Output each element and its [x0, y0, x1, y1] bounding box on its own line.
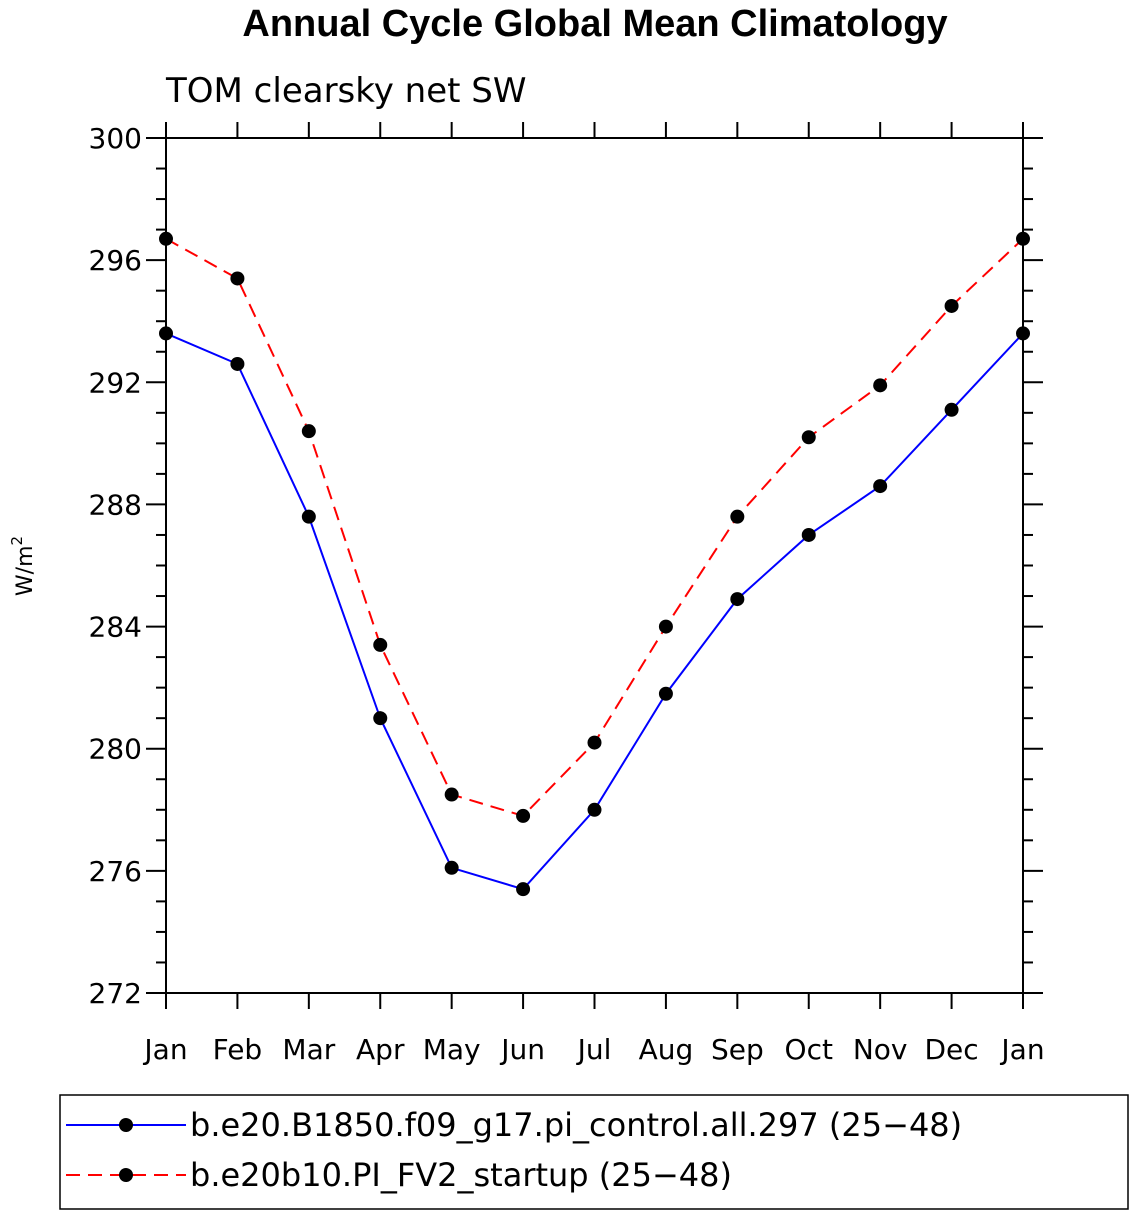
plot-frame: [165, 137, 1024, 994]
y-tick-label: 288: [89, 488, 142, 521]
series-2-point: [301, 424, 316, 439]
series-1-point: [658, 686, 673, 701]
y-axis-label: W/m2: [8, 536, 38, 596]
y-tick-label: 280: [89, 733, 142, 766]
legend-marker-1: [119, 1118, 133, 1132]
plot-area: 272 276 280 284 288 292 296 300 Jan Feb Mar Apr May J…: [89, 122, 1045, 1066]
chart-subtitle: TOM clearsky net SW: [165, 71, 526, 111]
x-tick-label-mar: Mar: [282, 1033, 335, 1066]
legend: b.e20.B1850.f09_g17.pi_control.all.297 (…: [59, 1094, 1129, 1210]
series-2-point: [516, 808, 531, 823]
y-tick-label: 284: [89, 611, 142, 644]
x-tick-label-sep: Sep: [711, 1033, 764, 1066]
x-tick-label-jul: Jul: [576, 1033, 612, 1066]
y-axis-label-superscript: 2: [8, 536, 26, 546]
series-2-point: [159, 231, 173, 246]
y-tick-label: 292: [89, 366, 142, 399]
legend-box: [59, 1094, 1129, 1210]
svg-text:W/m2: W/m2: [8, 536, 38, 596]
y-tick-label: 276: [89, 855, 142, 888]
x-tick-label-may: May: [423, 1033, 481, 1066]
series-2-point: [373, 637, 388, 652]
chart-title: Annual Cycle Global Mean Climatology: [242, 3, 947, 45]
series-2-point: [873, 378, 888, 393]
series-1-point: [1016, 326, 1030, 341]
x-tick-label-feb: Feb: [213, 1033, 263, 1066]
series-1-point: [730, 592, 745, 607]
x-tick-label-apr: Apr: [356, 1033, 405, 1066]
y-tick-label: 300: [89, 122, 142, 155]
series-1-point: [944, 402, 959, 417]
series-2-point: [944, 298, 959, 313]
x-tick-label-dec: Dec: [924, 1033, 978, 1066]
x-tick-label-oct: Oct: [785, 1033, 833, 1066]
series-1-point: [801, 527, 816, 542]
series-1-point: [516, 882, 531, 897]
series-2-point: [730, 509, 745, 524]
y-tick-label: 272: [89, 977, 142, 1010]
series-2-point: [444, 787, 459, 802]
series-2-point: [230, 271, 245, 286]
series-2-point: [1016, 231, 1030, 246]
x-tick-label-jan: Jan: [999, 1033, 1044, 1066]
x-tick-label-jun: Jun: [499, 1033, 545, 1066]
series-2-point: [587, 735, 602, 750]
y-axis-label-text: W/m: [13, 545, 38, 596]
series-1-point: [873, 479, 888, 494]
legend-marker-2: [119, 1168, 133, 1182]
series-1-point: [373, 711, 388, 726]
legend-label-1: b.e20.B1850.f09_g17.pi_control.all.297 (…: [190, 1106, 962, 1144]
series-1-point: [301, 509, 316, 524]
series-line-2: [165, 237, 1024, 818]
series-2-point: [801, 430, 816, 445]
series-1-point: [587, 802, 602, 817]
x-tick-label-nov: Nov: [853, 1033, 908, 1066]
series-1-point: [230, 356, 245, 371]
legend-label-2: b.e20b10.PI_FV2_startup (25−48): [190, 1156, 732, 1194]
series-1-point: [444, 860, 459, 875]
y-tick-label: 296: [89, 244, 142, 277]
x-tick-label-aug: Aug: [639, 1033, 694, 1066]
series-1-point: [159, 326, 173, 341]
series-2-point: [658, 619, 673, 634]
x-tick-label-jan: Jan: [142, 1033, 187, 1066]
